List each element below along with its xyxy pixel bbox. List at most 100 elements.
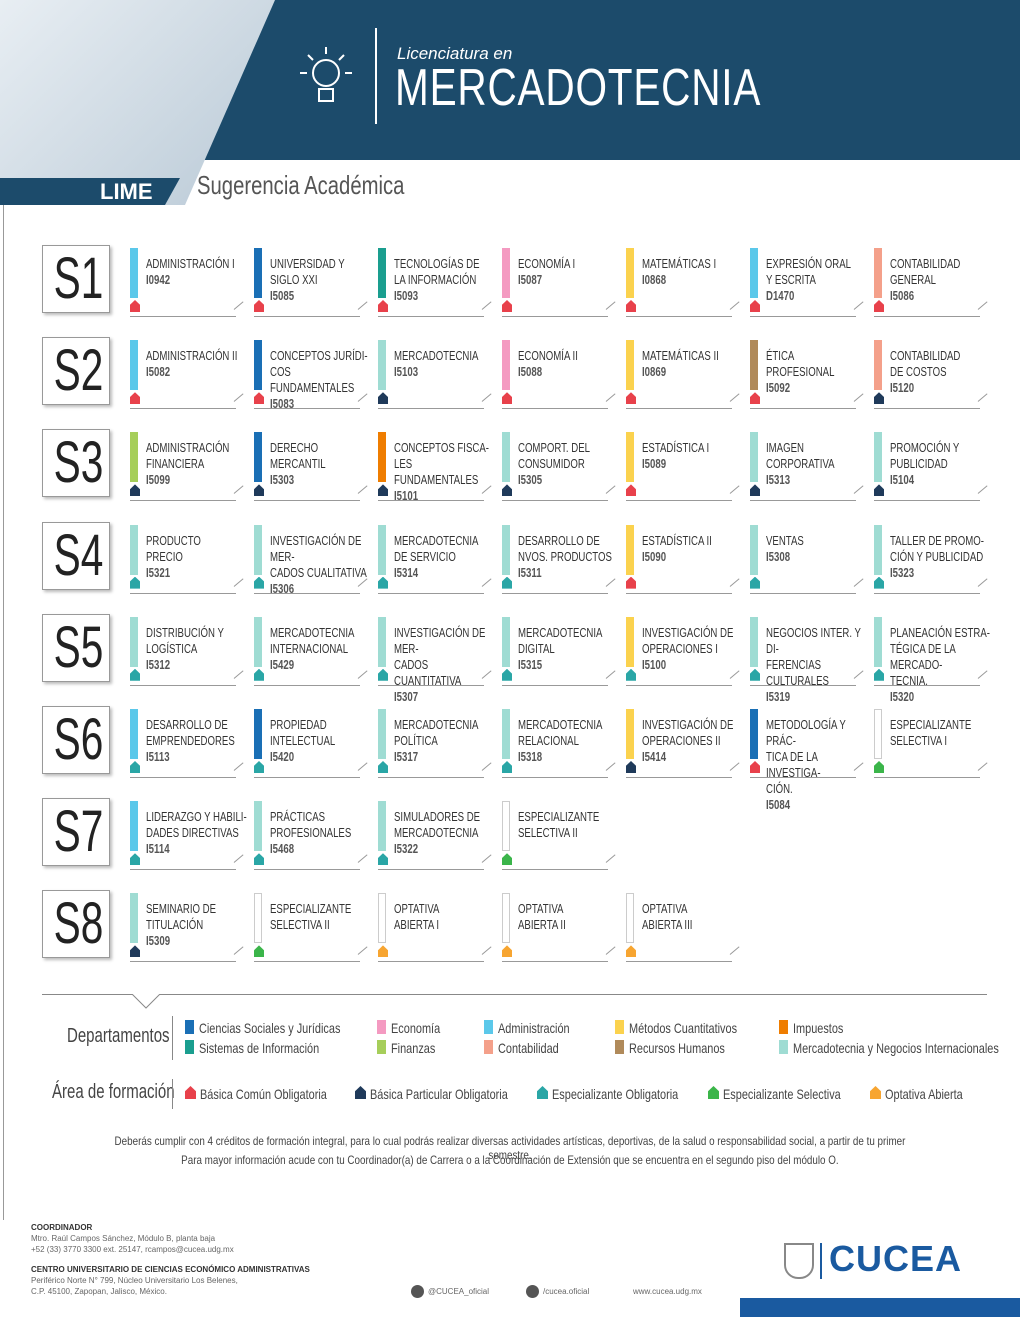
course-text: PROMOCIÓN Y PUBLICIDAD I5104 bbox=[890, 440, 994, 488]
course: CONCEPTOS FISCA- LES FUNDAMENTALES I5101 bbox=[378, 432, 493, 504]
course-code: I0942 bbox=[146, 272, 171, 287]
course-text: LIDERAZGO Y HABILI- DADES DIRECTIVAS I511… bbox=[146, 809, 250, 857]
department-bar bbox=[502, 893, 510, 944]
course-name: MATEMÁTICAS II bbox=[642, 348, 719, 364]
department-bar bbox=[378, 524, 386, 575]
note-text: Deberás cumplir con 4 créditos de formac… bbox=[114, 1134, 906, 1162]
course-text: ECONOMÍA I I5087 bbox=[518, 256, 622, 288]
course-text: ADMINISTRACIÓN FINANCIERA I5099 bbox=[146, 440, 250, 488]
cell-base bbox=[626, 961, 732, 963]
department-bar bbox=[750, 709, 758, 759]
cell-base bbox=[130, 869, 236, 871]
twitter[interactable]: @CUCEA_oficial bbox=[428, 1287, 490, 1296]
cell-base bbox=[874, 316, 980, 317]
area-icon bbox=[254, 300, 264, 312]
course-name: TECNOLOGÍAS DE LA INFORMACIÓN bbox=[394, 256, 480, 287]
course-code: I5089 bbox=[642, 456, 667, 472]
contact: +52 (33) 3770 3300 ext. 25147, rcampos@c… bbox=[31, 1245, 234, 1254]
cell-base bbox=[626, 684, 732, 686]
area-icon bbox=[378, 853, 388, 866]
cell-base bbox=[502, 316, 608, 317]
notch bbox=[132, 994, 161, 1009]
department-bar bbox=[254, 709, 262, 759]
area-icon bbox=[378, 761, 388, 773]
department-bar bbox=[254, 801, 262, 852]
logo-divider bbox=[820, 1243, 822, 1279]
course-code: I5088 bbox=[518, 364, 543, 380]
course-name: INVESTIGACIÓN DE OPERACIONES I bbox=[642, 624, 734, 656]
semester-text: S6 bbox=[53, 707, 104, 772]
legend-label: Impuestos bbox=[793, 1020, 844, 1036]
area-icon bbox=[130, 576, 140, 589]
cell-base bbox=[378, 316, 484, 317]
course-code: I5085 bbox=[270, 288, 295, 303]
legend-swatch bbox=[779, 1040, 788, 1054]
area-icon bbox=[130, 853, 140, 866]
departments-divider bbox=[172, 1016, 173, 1060]
area-icon bbox=[750, 668, 760, 681]
cell-base bbox=[254, 408, 360, 410]
website[interactable]: www.cucea.udg.mx bbox=[633, 1287, 702, 1296]
course: CONTABILIDAD GENERAL I5086 bbox=[874, 248, 989, 320]
course-code: I5100 bbox=[642, 656, 667, 672]
note: Para mayor información acude con tu Coor… bbox=[0, 1153, 1020, 1167]
course-name: PLANEACIÓN ESTRA- TÉGICA DE LA MERCADO- … bbox=[890, 624, 990, 688]
course: TALLER DE PROMO- CIÓN Y PUBLICIDAD I5323 bbox=[874, 524, 989, 597]
course-code: I5120 bbox=[890, 380, 915, 396]
area-icon bbox=[378, 945, 388, 958]
department-bar bbox=[502, 524, 510, 575]
course-text: MERCADOTECNIA RELACIONAL I5318 bbox=[518, 717, 622, 765]
area-icon bbox=[502, 300, 512, 312]
note-text: Para mayor información acude con tu Coor… bbox=[181, 1153, 839, 1167]
course-name: CONCEPTOS FISCA- LES FUNDAMENTALES bbox=[394, 440, 489, 488]
area-icon bbox=[626, 392, 636, 405]
legend-swatch bbox=[484, 1020, 493, 1034]
departments-title: Departamentos bbox=[67, 1025, 170, 1047]
course-name: IMAGEN CORPORATIVA bbox=[766, 440, 835, 472]
semester-text: S3 bbox=[53, 430, 104, 496]
course-text: COMPORT. DEL CONSUMIDOR I5305 bbox=[518, 440, 622, 488]
area-icon bbox=[502, 392, 512, 405]
department-bar bbox=[378, 709, 386, 759]
course-name: ESPECIALIZANTE SELECTIVA I bbox=[890, 717, 972, 748]
course-text: MERCADOTECNIA DE SERVICIO I5314 bbox=[394, 533, 498, 581]
department-bar bbox=[626, 616, 634, 667]
department-bar bbox=[874, 248, 882, 298]
course-code: I5093 bbox=[394, 288, 419, 303]
course-name: CONTABILIDAD GENERAL bbox=[890, 256, 961, 287]
cell-base bbox=[626, 316, 732, 317]
course-text: ESPECIALIZANTE SELECTIVA II bbox=[518, 809, 622, 841]
cell-base bbox=[502, 961, 608, 963]
department-bar bbox=[750, 524, 758, 575]
semester-label: S2 bbox=[42, 337, 110, 406]
course-code: I5317 bbox=[394, 749, 419, 764]
course-text: ESPECIALIZANTE SELECTIVA II bbox=[270, 901, 374, 933]
course-code: I5314 bbox=[394, 564, 419, 580]
area-icon bbox=[502, 576, 512, 589]
course: CONTABILIDAD DE COSTOS I5120 bbox=[874, 340, 989, 412]
area-icon bbox=[254, 576, 264, 589]
course-text: DESARROLLO DE NVOS. PRODUCTOS I5311 bbox=[518, 533, 622, 581]
course-text: MERCADOTECNIA I5103 bbox=[394, 348, 498, 380]
cell-corner bbox=[233, 393, 244, 403]
course-code: I5082 bbox=[146, 364, 171, 380]
course-text: CONCEPTOS JURÍDI- COS FUNDAMENTALES I5083 bbox=[270, 348, 374, 412]
course-code: I5313 bbox=[766, 472, 791, 488]
course: MATEMÁTICAS I I0868 bbox=[626, 248, 741, 320]
department-bar bbox=[254, 432, 262, 483]
course-name: PROPIEDAD INTELECTUAL bbox=[270, 717, 336, 748]
note: Deberás cumplir con 4 créditos de formac… bbox=[0, 1134, 1020, 1162]
course-code: I5092 bbox=[766, 380, 791, 396]
department-bar bbox=[130, 524, 138, 575]
area-icon bbox=[750, 392, 760, 405]
course: OPTATIVA ABIERTA III bbox=[626, 893, 741, 965]
course-code: I5321 bbox=[146, 564, 171, 580]
legend-label: Recursos Humanos bbox=[629, 1040, 725, 1056]
cell-corner bbox=[605, 854, 616, 864]
course-code: I5306 bbox=[270, 580, 295, 596]
course-name: TALLER DE PROMO- CIÓN Y PUBLICIDAD bbox=[890, 532, 984, 564]
facebook[interactable]: /cucea.oficial bbox=[543, 1287, 590, 1296]
course: ÉTICA PROFESIONAL I5092 bbox=[750, 340, 865, 412]
course-text: MERCADOTECNIA INTERNACIONAL I5429 bbox=[270, 625, 374, 673]
